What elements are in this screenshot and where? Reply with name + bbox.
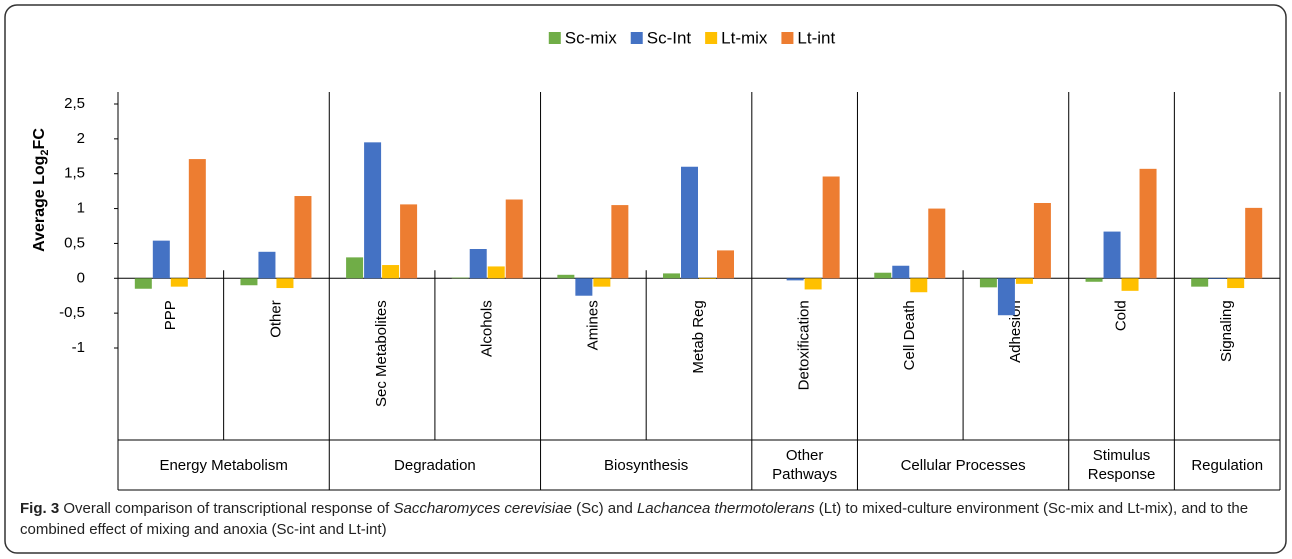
bar	[557, 274, 575, 279]
bar	[1085, 278, 1103, 282]
bar	[593, 278, 611, 287]
group-label: Biosynthesis	[604, 456, 689, 474]
bar	[400, 204, 418, 279]
bar	[469, 249, 487, 279]
y-tick-label: 0	[77, 269, 85, 286]
bar	[717, 250, 734, 279]
bar	[892, 265, 910, 279]
bar	[240, 278, 258, 286]
bar	[1227, 278, 1245, 289]
y-tick-label: 1	[77, 200, 85, 217]
bar	[1209, 278, 1227, 279]
bar	[152, 240, 170, 279]
group-label: Degradation	[394, 456, 476, 474]
bar	[786, 278, 804, 281]
y-tick-label: 1,5	[64, 165, 85, 182]
bar	[822, 176, 840, 279]
legend-label: Sc-mix	[565, 28, 617, 47]
x-tick-label: Other	[267, 300, 284, 338]
bar	[188, 159, 206, 279]
bar	[258, 251, 276, 279]
y-label-sub: 2	[39, 149, 51, 155]
bar	[575, 278, 593, 296]
bar	[699, 278, 716, 279]
x-tick-label: Signaling	[1218, 300, 1235, 362]
bar	[451, 277, 469, 279]
x-tick-label: Adhesion	[1007, 300, 1024, 363]
bar	[1121, 278, 1139, 291]
bar	[505, 199, 523, 279]
legend-swatch	[781, 32, 794, 44]
x-tick-label: Metab Reg	[690, 300, 707, 373]
bar	[928, 208, 946, 279]
y-tick-label: -1	[72, 339, 85, 356]
caption-text: Overall comparison of transcriptional re…	[63, 500, 390, 517]
bar	[1191, 278, 1209, 287]
caption-italic: Saccharomyces cerevisiae	[393, 500, 572, 517]
bar	[979, 278, 997, 288]
legend-swatch	[630, 32, 643, 44]
y-label-main: Average Log	[31, 156, 48, 252]
x-tick-label: Amines	[584, 300, 601, 350]
caption: Fig. 3 Overall comparison of transcripti…	[20, 498, 1270, 540]
bar	[276, 278, 294, 289]
y-tick-label: 0,5	[64, 234, 85, 251]
bar	[804, 278, 822, 290]
legend-label: Lt-mix	[721, 28, 768, 47]
bar	[134, 278, 152, 289]
bar	[382, 265, 400, 279]
caption-italic: Lachancea thermotolerans	[636, 500, 815, 517]
bar	[1139, 168, 1157, 279]
caption-text: (Lt) to mixed-culture environment (Sc-mi…	[20, 500, 1249, 538]
group-label: Other Pathways	[772, 447, 838, 483]
y-tick-label: -0,5	[59, 304, 85, 321]
y-tick-label: 2	[77, 130, 85, 147]
y-tick-label: 2,5	[64, 95, 85, 112]
x-tick-label: Alcohols	[479, 300, 496, 357]
caption-label: Fig. 3	[20, 500, 60, 517]
bar	[663, 273, 680, 279]
bar	[997, 278, 1015, 316]
bar	[910, 278, 928, 293]
bar	[611, 205, 629, 279]
y-axis-label: Average Log2FC	[31, 128, 51, 252]
x-tick-label: Cell Death	[901, 300, 918, 370]
bar	[170, 278, 188, 287]
caption-text: (Sc) and	[576, 500, 633, 517]
x-tick-label: Cold	[1113, 300, 1130, 331]
bar	[1245, 207, 1263, 279]
bar	[1015, 278, 1033, 284]
bar	[346, 257, 364, 279]
x-tick-label: Sec Metabolites	[373, 300, 390, 407]
bar	[874, 272, 892, 279]
legend-swatch	[548, 32, 561, 44]
legend-label: Sc-Int	[647, 28, 692, 47]
x-tick-label: Detoxification	[796, 300, 813, 390]
bar	[1033, 202, 1051, 279]
bar	[294, 196, 312, 279]
group-label: Stimulus Response	[1087, 447, 1156, 483]
group-label: Energy Metabolism	[159, 456, 288, 474]
x-tick-label: PPP	[162, 300, 179, 330]
legend-label: Lt-int	[797, 28, 835, 47]
group-label: Cellular Processes	[900, 456, 1026, 474]
bar	[487, 266, 505, 279]
bar	[1103, 231, 1121, 279]
bar	[364, 142, 382, 279]
bar	[681, 166, 698, 279]
frame	[4, 4, 1287, 554]
group-label: Regulation	[1191, 456, 1264, 474]
y-label-end: FC	[31, 128, 48, 150]
legend-swatch	[705, 32, 718, 44]
